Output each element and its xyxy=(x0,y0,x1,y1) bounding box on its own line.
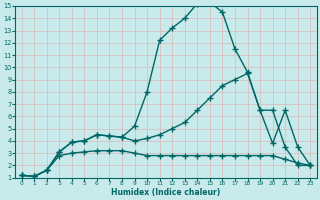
X-axis label: Humidex (Indice chaleur): Humidex (Indice chaleur) xyxy=(111,188,220,197)
